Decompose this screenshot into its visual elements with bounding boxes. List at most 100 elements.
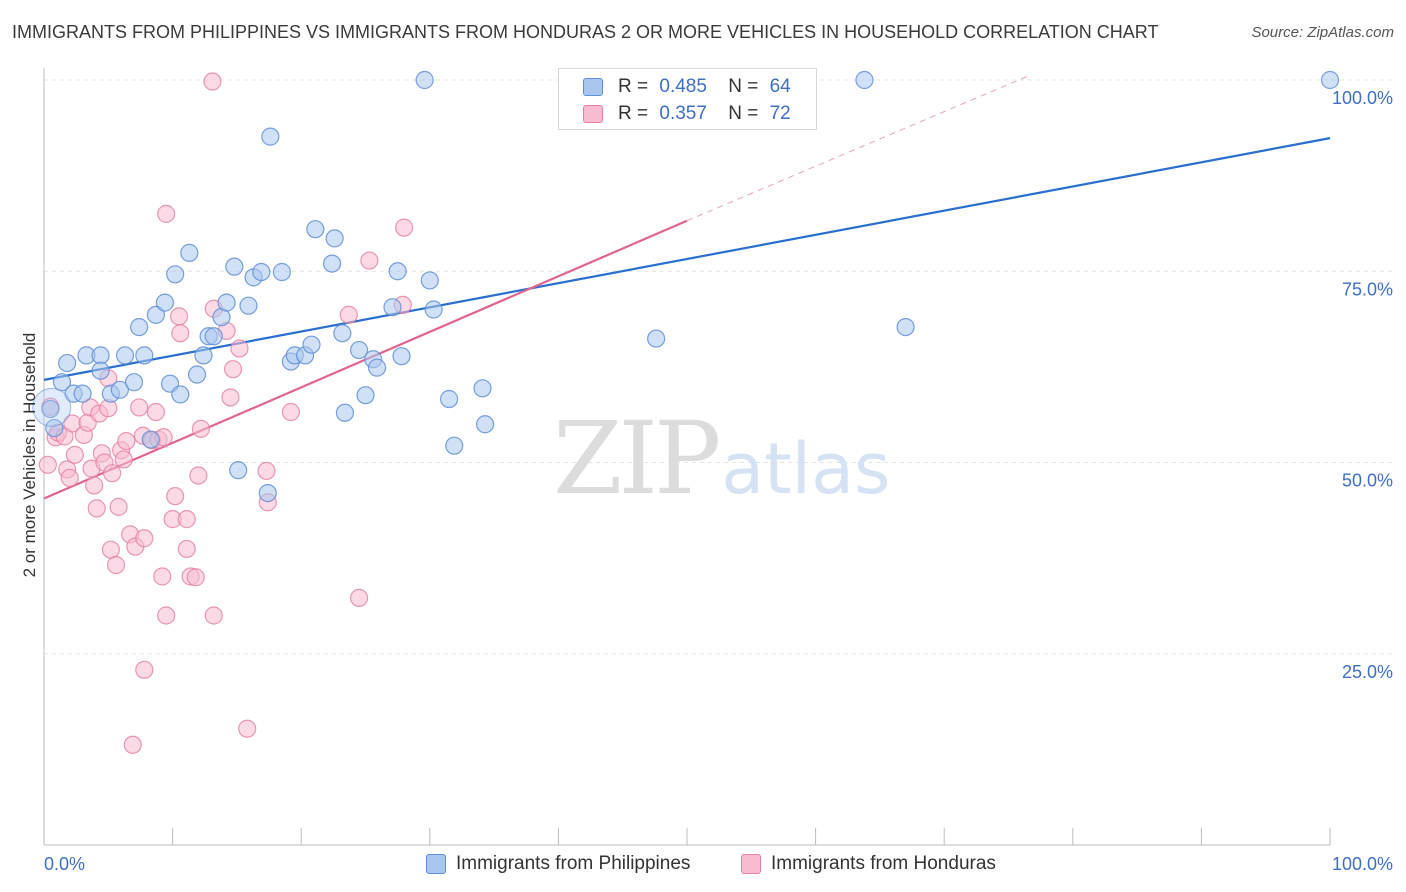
honduras-point: [186, 568, 205, 587]
philippines-point: [272, 262, 292, 282]
honduras-trend-extension: [686, 75, 1028, 222]
honduras-point: [189, 466, 208, 485]
philippines-n-label: N =: [728, 76, 759, 97]
honduras-point: [130, 398, 149, 417]
philippines-point: [383, 298, 402, 317]
philippines-point: [194, 346, 213, 365]
honduras-point: [281, 402, 301, 422]
philippines-point: [115, 346, 135, 365]
honduras-point: [166, 487, 185, 506]
philippines-point: [146, 305, 165, 324]
philippines-point: [52, 373, 72, 392]
honduras-point: [123, 735, 142, 754]
honduras-point: [153, 567, 172, 586]
philippines-point: [261, 127, 280, 146]
philippines-point: [302, 335, 321, 354]
philippines-point: [325, 229, 344, 248]
philippines-point: [135, 346, 154, 365]
honduras-n-label: N =: [728, 103, 759, 124]
honduras-n-value: 72: [769, 103, 791, 124]
honduras-swatch: [583, 105, 603, 123]
philippines-point: [475, 415, 495, 434]
honduras-point: [103, 464, 122, 483]
philippines-point: [141, 430, 160, 449]
philippines-points: [32, 70, 1340, 503]
philippines-point: [445, 436, 464, 455]
philippines-point: [91, 361, 110, 380]
philippines-point: [333, 324, 352, 343]
honduras-point: [177, 510, 196, 529]
philippines-point: [252, 262, 271, 282]
philippines-point: [110, 380, 129, 399]
philippines-point: [180, 243, 199, 262]
philippines-point: [367, 358, 387, 377]
legend-text-philippines: R = 0.485 N = 64: [618, 76, 791, 98]
bottom-legend-honduras: Immigrants from Honduras: [741, 851, 996, 877]
honduras-point: [101, 540, 120, 559]
philippines-point: [415, 70, 434, 90]
philippines-point: [217, 293, 236, 312]
x-tick-label-end: 100.0%: [1332, 854, 1393, 874]
bottom-legend-philippines: Immigrants from Philippines: [426, 851, 690, 877]
honduras-point: [135, 529, 154, 548]
philippines-point: [155, 293, 174, 312]
honduras-point: [349, 588, 369, 608]
philippines-point: [896, 317, 915, 337]
philippines-r-label: R =: [618, 76, 649, 97]
honduras-points: [38, 72, 577, 754]
honduras-point: [169, 307, 189, 326]
honduras-point: [191, 419, 210, 438]
philippines-n-value: 64: [769, 76, 791, 97]
philippines-swatch: [583, 78, 603, 96]
honduras-point: [257, 461, 276, 481]
bottom-philippines-label: Immigrants from Philippines: [456, 853, 691, 874]
axes: [43, 68, 1331, 846]
y-tick-label: 75.0%: [1342, 279, 1393, 299]
honduras-point: [157, 606, 176, 625]
philippines-point: [130, 317, 149, 337]
honduras-point: [117, 431, 136, 451]
honduras-point: [177, 539, 196, 559]
x-tick-label-start: 0.0%: [44, 854, 85, 874]
honduras-r-value: 0.357: [659, 103, 707, 124]
philippines-point: [356, 386, 375, 405]
legend-row-philippines: R = 0.485 N = 64: [583, 74, 791, 100]
watermark-zip: ZIP: [553, 400, 721, 517]
philippines-point: [473, 379, 492, 398]
honduras-point: [87, 499, 106, 518]
philippines-point: [91, 346, 110, 365]
honduras-point: [114, 450, 133, 469]
philippines-point: [171, 385, 190, 404]
bottom-honduras-label: Immigrants from Honduras: [771, 853, 996, 874]
honduras-point: [106, 555, 126, 575]
honduras-point: [38, 455, 57, 474]
honduras-point: [146, 402, 165, 422]
philippines-point: [392, 347, 411, 366]
philippines-point: [306, 220, 325, 239]
philippines-point: [204, 327, 223, 346]
philippines-point: [258, 484, 277, 503]
y-tick-label: 50.0%: [1342, 471, 1393, 491]
philippines-trend-line: [43, 137, 1331, 381]
philippines-point: [388, 262, 407, 281]
chart-title: IMMIGRANTS FROM PHILIPPINES VS IMMIGRANT…: [12, 22, 1159, 42]
bottom-honduras-swatch: [741, 854, 761, 874]
philippines-point: [225, 257, 244, 276]
legend-text-honduras: R = 0.357 N = 72: [618, 103, 791, 125]
y-tick-label: 25.0%: [1342, 662, 1393, 682]
honduras-point: [65, 445, 84, 464]
y-axis-label: 2 or more Vehicles in Household: [20, 332, 39, 578]
honduras-point: [394, 218, 414, 237]
honduras-r-label: R =: [618, 103, 649, 124]
honduras-point: [221, 388, 240, 407]
philippines-point: [424, 300, 443, 319]
philippines-point: [420, 271, 439, 290]
honduras-point: [360, 251, 379, 270]
philippines-point: [229, 461, 248, 480]
honduras-point: [157, 204, 176, 223]
philippines-r-value: 0.485: [659, 76, 707, 97]
philippines-point-large: [32, 387, 72, 427]
philippines-point: [73, 384, 92, 403]
honduras-point: [109, 497, 128, 516]
